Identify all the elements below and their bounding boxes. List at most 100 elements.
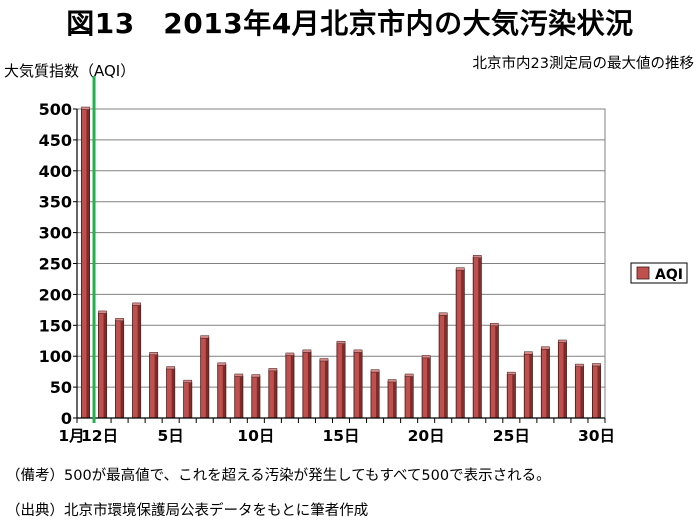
x-tick-label: 25日: [493, 427, 530, 445]
bar-top: [149, 352, 158, 356]
legend: AQI: [630, 262, 688, 284]
bar: [404, 373, 414, 419]
bar: [81, 106, 91, 419]
bar-shade: [324, 361, 328, 418]
x-tick-label: 5日: [158, 427, 184, 445]
bar: [336, 340, 346, 419]
bar-top: [489, 323, 499, 327]
bar-shade: [188, 383, 192, 418]
bar-top: [524, 351, 533, 355]
x-tick-label: 1月: [58, 427, 84, 445]
bar: [251, 374, 261, 419]
bar-shade: [86, 110, 90, 418]
bar-shade: [222, 365, 226, 418]
bar-shade: [205, 338, 209, 418]
bar-top: [132, 302, 141, 306]
bar-top: [319, 358, 329, 362]
bar-top: [421, 355, 431, 359]
bar-top: [251, 374, 261, 378]
bar: [285, 352, 295, 419]
bar: [455, 267, 465, 419]
bar-shade: [307, 352, 311, 418]
bar-shade: [341, 344, 345, 418]
bar-top: [506, 371, 516, 375]
bar: [506, 371, 516, 419]
bar: [353, 349, 363, 419]
bar-shade: [171, 369, 175, 418]
bar-shade: [239, 376, 243, 418]
bar-top: [166, 366, 176, 370]
bar-shade: [495, 326, 498, 418]
bar: [183, 379, 193, 419]
bar-shade: [410, 376, 413, 418]
bar-top: [370, 369, 380, 373]
bar: [234, 373, 244, 419]
bar: [421, 355, 431, 419]
bar-shade: [154, 355, 158, 418]
bar: [166, 366, 176, 419]
bar: [302, 349, 312, 419]
y-tick-label: 0: [61, 409, 72, 428]
y-axis-label: 大気質指数（AQI）: [4, 62, 136, 80]
legend-swatch: [636, 266, 650, 280]
x-tick-label: 20日: [408, 427, 445, 445]
bar-top: [302, 349, 312, 353]
bar-shade: [461, 270, 464, 418]
bars: [81, 106, 601, 419]
bar-top: [81, 106, 90, 110]
bar-top: [455, 267, 465, 271]
bar-top: [217, 362, 227, 366]
y-tick-labels: 0 50 100 150 200 250 300 350 400 450 500: [39, 100, 77, 428]
bar: [540, 346, 550, 419]
bar: [132, 302, 142, 419]
bar-shade: [546, 349, 549, 418]
bar-shade: [478, 258, 481, 418]
x-tick-label: 12日: [81, 427, 118, 445]
bar-top: [592, 363, 601, 367]
bar-shade: [359, 352, 362, 418]
y-tick-label: 150: [39, 316, 72, 335]
bar: [115, 318, 125, 419]
bar-shade: [120, 321, 124, 418]
legend-label: AQI: [655, 267, 683, 283]
y-tick-label: 250: [39, 255, 72, 274]
y-tick-label: 350: [39, 193, 72, 212]
bar-top: [575, 363, 584, 367]
chart-title: 図13 2013年4月北京市内の大気汚染状況: [66, 7, 634, 40]
bar-shade: [597, 366, 601, 418]
bar: [387, 379, 397, 419]
x-tick-label: 30日: [578, 427, 615, 445]
bar: [217, 362, 227, 419]
bar-shade: [137, 305, 141, 418]
bar-top: [541, 346, 550, 350]
remark-note: （備考）500が最高値で、これを超える汚染が発生してもすべて500で表示される。: [6, 468, 551, 484]
bar: [489, 323, 499, 419]
bar-top: [438, 312, 448, 316]
bar-top: [285, 352, 295, 356]
bar-top: [558, 339, 567, 343]
bar-shade: [256, 377, 260, 418]
x-tick-label: 10日: [237, 427, 274, 445]
bar: [557, 339, 567, 419]
bar-shade: [103, 313, 107, 418]
bar-top: [472, 255, 482, 259]
bar: [98, 310, 108, 419]
bar: [591, 363, 601, 419]
y-tick-label: 500: [39, 100, 72, 119]
bar-shade: [529, 354, 532, 418]
bar-shade: [444, 315, 447, 418]
bar-top: [183, 379, 193, 383]
bar-shade: [273, 371, 277, 418]
bar-top: [353, 349, 363, 353]
bar: [268, 368, 278, 419]
bar-shade: [290, 355, 294, 418]
chart-subtitle: 北京市内23測定局の最大値の推移: [472, 56, 694, 72]
bar-top: [98, 310, 107, 314]
bar-shade: [376, 372, 379, 418]
x-tick-label: 15日: [322, 427, 359, 445]
bar-top: [115, 318, 124, 322]
bar: [319, 358, 329, 419]
bar-shade: [427, 358, 430, 418]
bar-shade: [563, 342, 567, 418]
